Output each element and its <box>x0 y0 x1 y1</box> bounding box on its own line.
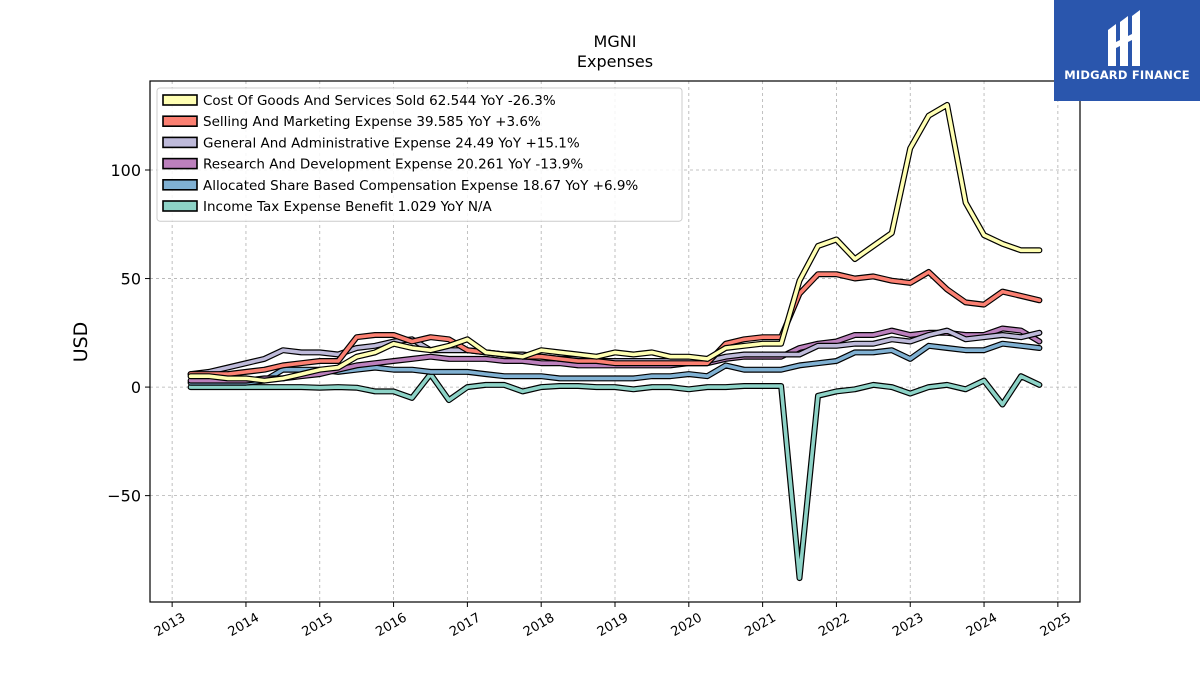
legend-label: Selling And Marketing Expense 39.585 YoY… <box>203 114 541 130</box>
series-lines <box>187 101 1043 582</box>
legend-swatch <box>162 94 198 106</box>
x-tick-label: 2025 <box>1038 610 1074 640</box>
legend: Cost Of Goods And Services Sold 62.544 Y… <box>156 87 683 222</box>
legend-swatch <box>162 157 198 170</box>
series-stroke <box>188 103 1042 383</box>
legend-label: Allocated Share Based Compensation Expen… <box>203 178 638 194</box>
x-tick-label: 2015 <box>300 610 336 640</box>
legend-label: Income Tax Expense Benefit 1.029 YoY N/A <box>203 199 492 215</box>
chart-title: MGNI <box>594 32 637 51</box>
x-tick-label: 2017 <box>447 610 483 640</box>
brand-logo: MIDGARD FINANCE <box>1054 0 1200 101</box>
legend-label: Research And Development Expense 20.261 … <box>203 157 583 173</box>
legend-entry: Selling And Marketing Expense 39.585 YoY… <box>162 114 541 130</box>
series-line <box>187 269 1043 378</box>
y-tick-label: 50 <box>121 270 141 289</box>
x-tick-label: 2023 <box>890 610 926 640</box>
series-stroke <box>188 270 1042 376</box>
x-tick-label: 2022 <box>816 610 852 640</box>
y-tick-label: −50 <box>107 487 141 506</box>
x-tick-label: 2014 <box>226 610 262 640</box>
legend-entry: General And Administrative Expense 24.49… <box>162 135 580 151</box>
x-tick-label: 2024 <box>964 610 1000 640</box>
legend-entry: Income Tax Expense Benefit 1.029 YoY N/A <box>162 199 492 215</box>
midgard-logo-icon <box>1108 10 1140 66</box>
legend-swatch <box>162 200 198 212</box>
y-tick-label: 100 <box>110 161 141 180</box>
legend-entry: Cost Of Goods And Services Sold 62.544 Y… <box>162 93 556 109</box>
x-tick-label: 2020 <box>669 610 705 640</box>
legend-box <box>156 87 683 222</box>
series-stroke <box>188 372 1042 580</box>
y-axis-label: USD <box>70 322 92 363</box>
x-tick-label: 2021 <box>742 610 778 640</box>
legend-label: General And Administrative Expense 24.49… <box>203 135 580 151</box>
series-line <box>187 371 1043 582</box>
x-tick-label: 2018 <box>521 610 557 640</box>
legend-label: Cost Of Goods And Services Sold 62.544 Y… <box>203 93 556 109</box>
x-tick-label: 2016 <box>373 610 409 640</box>
chart-subtitle: Expenses <box>577 52 653 71</box>
y-axis: −50 0 50 100 <box>107 161 150 506</box>
x-axis: 2013 2014 2015 2016 2017 2018 2019 2020 2021 2022… <box>152 602 1074 640</box>
x-tick-label: 2019 <box>595 610 631 640</box>
legend-entry: Allocated Share Based Compensation Expen… <box>162 178 638 194</box>
brand-name: MIDGARD FINANCE <box>1064 68 1190 82</box>
legend-entry: Research And Development Expense 20.261 … <box>162 157 583 173</box>
x-tick-label: 2013 <box>152 610 188 640</box>
legend-swatch <box>162 115 198 127</box>
legend-swatch <box>162 136 198 149</box>
series-line <box>187 101 1043 384</box>
legend-swatch <box>162 179 198 191</box>
y-tick-label: 0 <box>131 378 141 397</box>
